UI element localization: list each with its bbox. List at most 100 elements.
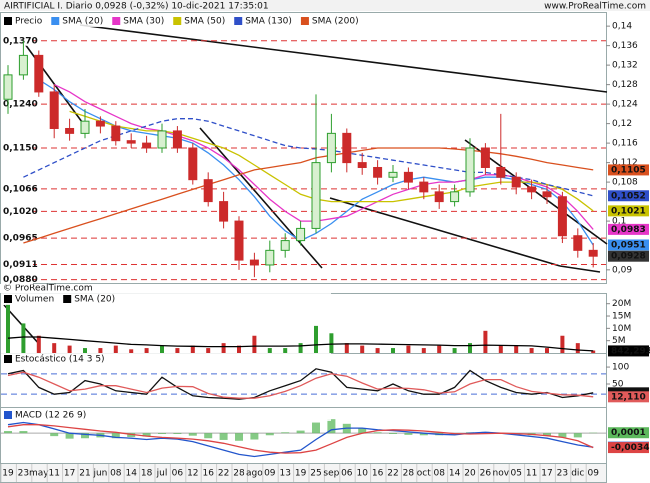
volume-bar [252,335,257,353]
series-line [69,110,594,212]
x-tick-label: 19 [295,469,307,479]
level-label: 0,0965 [3,234,38,244]
candle-body [296,227,306,242]
x-tick-label: 12 [187,469,198,479]
x-tick-label: 11 [526,469,537,479]
candle-body [373,166,383,178]
x-tick-label: dic [571,469,584,479]
candle-body [588,249,598,257]
value-tag-label: 0,1105 [611,165,646,175]
candle-body [249,259,259,266]
candle-body [219,201,229,222]
legend-label: SMA (20) [74,295,115,305]
series-line [7,336,594,352]
legend-swatch [300,17,309,25]
x-tick-label: 14 [125,469,137,479]
candle-body [172,130,182,149]
histogram-bar [573,433,582,438]
volume-bar [344,343,349,353]
y-tick-label: 0,124 [612,100,638,110]
volume-bar [175,348,180,353]
histogram-bar [142,433,151,437]
y-tick-label: 0,116 [612,139,638,149]
x-tick-label: 17 [541,469,552,479]
volume-bar [452,348,457,353]
value-tag [608,205,649,217]
volume-bar [437,345,442,353]
trend-line [559,265,601,273]
value-tag-label: 0,0951 [611,240,646,250]
value-tag [608,190,649,202]
x-tick-label: may [29,469,49,479]
x-tick-label: jun [92,469,107,479]
histogram-bar [296,430,305,434]
volume-bar [160,345,164,353]
legend-bg [1,293,331,305]
volume-bar [206,348,211,353]
x-tick-label: nov [493,469,510,479]
y-tick-label: 20M [612,299,631,309]
volume-bar [237,345,241,353]
legend-label: Estocástico (14 3 5) [15,355,105,365]
y-tick-label: 0,128 [612,80,638,90]
x-tick-label: 06 [341,469,353,479]
volume-bar [98,348,103,353]
candle-body [18,54,28,76]
volume-bar [406,345,411,353]
level-label: 0,1240 [3,100,38,110]
title-bar [0,0,650,11]
series-line [7,371,594,399]
candle-body [480,147,490,168]
histogram-bar [419,433,428,436]
legend-bg [1,409,331,421]
histogram-bar [281,432,290,434]
x-tick-label: 21 [79,469,90,479]
histogram-bar [65,433,74,439]
histogram-bar [312,422,320,434]
x-tick-label: 09 [587,469,599,479]
level-label: 0,1066 [3,184,38,194]
candle-body [265,249,275,266]
level-label-bg [1,206,33,217]
volume-bar [514,345,519,353]
level-label: 0,1370 [3,36,38,46]
volume-bar [575,343,580,353]
legend-label: SMA (130) [245,17,292,27]
x-tick-label: 23 [557,469,568,479]
volume-bar [52,343,57,353]
site: www.ProRealTime.com [544,2,646,12]
value-tag-label: 0,0928 [611,252,646,262]
y-tick-label: 5M [612,336,626,346]
candle-body [450,191,460,203]
legend-swatch [112,17,121,25]
x-tick-label: jul [156,469,168,479]
candle-body [3,74,13,100]
legend-swatch [4,411,12,419]
candle-body [142,142,152,149]
candle-body [34,54,44,93]
x-tick-label: 26 [480,469,492,479]
candle-body [527,186,537,193]
legend-label: SMA (20) [62,17,103,27]
candle-body [311,162,321,229]
value-tag-label: 0,1052 [611,191,646,201]
volume-bar [190,345,195,353]
histogram-bar [127,433,136,437]
histogram-bar [50,433,59,437]
histogram-bar [373,432,382,434]
value-tag-label: 12,110 [611,392,646,402]
histogram-bar [235,433,243,441]
candle-body [49,91,59,129]
legend-swatch [4,295,12,303]
price-frame [0,12,607,284]
volume-bar [391,348,395,353]
histogram-bar [4,431,12,434]
value-tag [608,223,649,235]
value-tag-label: -0,0034 [611,443,649,453]
volume-bar [498,345,503,353]
x-tick-label: 06 [172,469,184,479]
level-label: 0,0911 [3,260,38,270]
level-label-bg [1,274,33,285]
